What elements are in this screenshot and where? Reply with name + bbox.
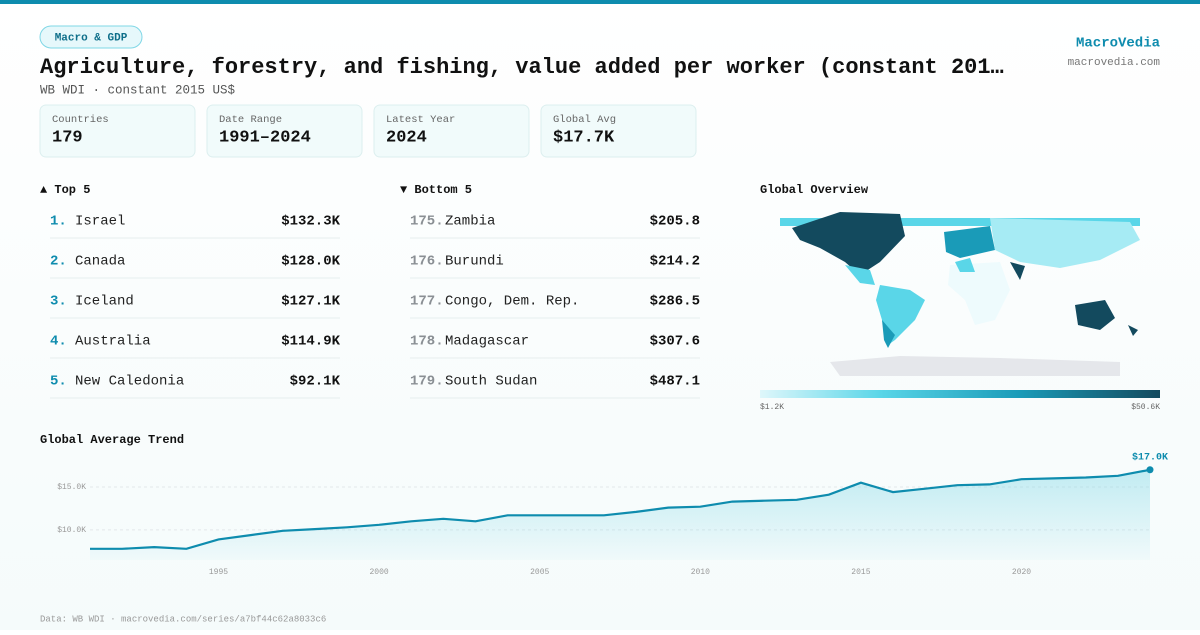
stat-card xyxy=(373,104,530,158)
x-tick-label: 2010 xyxy=(691,568,710,577)
rank: 3. xyxy=(50,294,67,310)
stat-card xyxy=(39,104,196,158)
map-antarctica xyxy=(830,356,1120,376)
value: $114.9K xyxy=(281,334,340,350)
map-europe xyxy=(944,226,995,258)
map-north-america xyxy=(792,212,905,275)
end-label: $17.0K xyxy=(1132,451,1168,463)
name: Madagascar xyxy=(445,334,529,350)
x-tick-label: 2020 xyxy=(1012,568,1031,577)
rank: 177. xyxy=(410,294,444,310)
x-tick-label: 2000 xyxy=(369,568,388,577)
value: $132.3K xyxy=(281,214,340,230)
map-north-africa xyxy=(955,258,975,272)
map-africa xyxy=(948,262,1010,325)
stats: Countries 179 Date Range 1991–2024 Latest Ye… xyxy=(39,104,697,158)
x-tick-label: 2015 xyxy=(851,568,870,577)
name: Israel xyxy=(75,214,125,230)
rank: 175. xyxy=(410,214,444,230)
scale-min: $1.2K xyxy=(760,403,784,412)
value: $92.1K xyxy=(290,374,341,390)
rankings: ▲ Top 5 1. Israel $132.3K 2. Canada $128.0K 3. I… xyxy=(40,183,700,399)
name: Zambia xyxy=(445,214,495,230)
trend-chart: $10.0K $15.0K 1995 2000 2005 2010 2015 2020 $17.… xyxy=(57,451,1168,577)
name: Iceland xyxy=(75,294,134,310)
rank: 2. xyxy=(50,254,67,270)
stat-label: Date Range xyxy=(219,114,282,126)
name: Congo, Dem. Rep. xyxy=(445,294,579,310)
stat-card xyxy=(540,104,697,158)
value: $127.1K xyxy=(281,294,340,310)
list-heading: ▼ Bottom 5 xyxy=(400,183,472,197)
title: Agriculture, forestry, and fishing, valu… xyxy=(40,55,1004,80)
stat-value: 2024 xyxy=(386,128,427,147)
name: Canada xyxy=(75,254,125,270)
badge-text: Macro & GDP xyxy=(55,32,128,44)
map-asia xyxy=(990,218,1140,268)
stat-card xyxy=(206,104,363,158)
name: Burundi xyxy=(445,254,504,270)
stat-label: Countries xyxy=(52,114,109,126)
name: South Sudan xyxy=(445,374,537,390)
map-southern-cone xyxy=(882,320,895,348)
y-tick-label: $10.0K xyxy=(57,526,86,535)
stat-value: 1991–2024 xyxy=(219,128,311,147)
name: New Caledonia xyxy=(75,374,184,390)
value: $128.0K xyxy=(281,254,340,270)
site: macrovedia.com xyxy=(1068,57,1161,69)
stat-value: 179 xyxy=(52,128,83,147)
brand: MacroVedia xyxy=(1076,36,1161,52)
rank: 5. xyxy=(50,374,67,390)
subtitle: WB WDI · constant 2015 US$ xyxy=(40,83,236,97)
stat-label: Global Avg xyxy=(553,114,616,126)
map-australia xyxy=(1075,300,1115,330)
area-fill xyxy=(90,469,1150,560)
name: Australia xyxy=(75,334,151,350)
trend-title: Global Average Trend xyxy=(40,433,184,447)
stat-value: $17.7K xyxy=(553,128,615,147)
x-tick-label: 1995 xyxy=(209,568,228,577)
value: $487.1 xyxy=(650,374,700,390)
rank: 178. xyxy=(410,334,444,350)
map-middle-east xyxy=(1010,262,1025,280)
stat-label: Latest Year xyxy=(386,114,455,126)
map-central-america xyxy=(845,265,875,285)
value: $307.6 xyxy=(650,334,700,350)
scale-max: $50.6K xyxy=(1131,403,1160,412)
color-scale xyxy=(760,390,1160,398)
rank: 179. xyxy=(410,374,444,390)
rank: 176. xyxy=(410,254,444,270)
value: $214.2 xyxy=(650,254,700,270)
map-heading: Global Overview xyxy=(760,183,869,197)
trend-line xyxy=(90,468,1151,550)
value: $205.8 xyxy=(650,214,700,230)
value: $286.5 xyxy=(650,294,700,310)
list-heading: ▲ Top 5 xyxy=(40,183,90,197)
map-arctic xyxy=(780,218,1140,226)
x-tick-label: 2005 xyxy=(530,568,549,577)
y-tick-label: $15.0K xyxy=(57,483,86,492)
world-map xyxy=(780,212,1140,376)
rank: 4. xyxy=(50,334,67,350)
rank: 1. xyxy=(50,214,67,230)
map-new-zealand xyxy=(1128,325,1138,336)
badge xyxy=(39,25,143,49)
footer: Data: WB WDI · macrovedia.com/series/a7b… xyxy=(40,614,326,624)
end-point xyxy=(1146,466,1154,474)
top-bar xyxy=(0,0,1200,4)
